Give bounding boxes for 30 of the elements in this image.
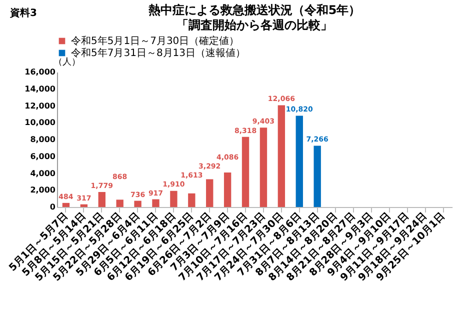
- bar: [80, 204, 88, 207]
- bar: [260, 128, 268, 207]
- legend-label: 令和5年7月31日～8月13日（速報値）: [71, 47, 246, 59]
- y-tick-label: 16,000: [24, 68, 56, 76]
- text: 資料3: [10, 6, 37, 20]
- y-tick-label: 4,000: [30, 168, 56, 178]
- legend-label: 令和5年5月1日～7月30日（確定値）: [71, 35, 240, 47]
- y-tick-label: 8,000: [30, 135, 56, 144]
- y-tick-label: 6,000: [30, 152, 56, 161]
- bar: [188, 193, 196, 207]
- bar: [278, 105, 286, 207]
- y-tick-label: 14,000: [24, 84, 56, 94]
- y-tick-label: 12,000: [24, 101, 56, 110]
- bar: [98, 192, 106, 207]
- bar: [152, 199, 160, 207]
- bar: [242, 136, 250, 207]
- y-tick-label: 10,000: [24, 118, 56, 128]
- bar: [62, 202, 70, 207]
- bar: [116, 200, 124, 207]
- y-tick-label: 0: [50, 202, 56, 212]
- bar: [206, 179, 214, 207]
- bar: [134, 200, 142, 207]
- bar: [170, 190, 178, 207]
- y-axis-title: （人）: [54, 56, 80, 68]
- chart-title: 熱中症による救急搬送状況（令和5年）: [147, 3, 361, 17]
- bar: [296, 116, 303, 207]
- chart-subtitle: 「調査開始から各週の比較」: [176, 18, 332, 32]
- bar: [224, 172, 232, 207]
- y-tick-label: 2,000: [30, 186, 56, 195]
- bar: [314, 146, 321, 207]
